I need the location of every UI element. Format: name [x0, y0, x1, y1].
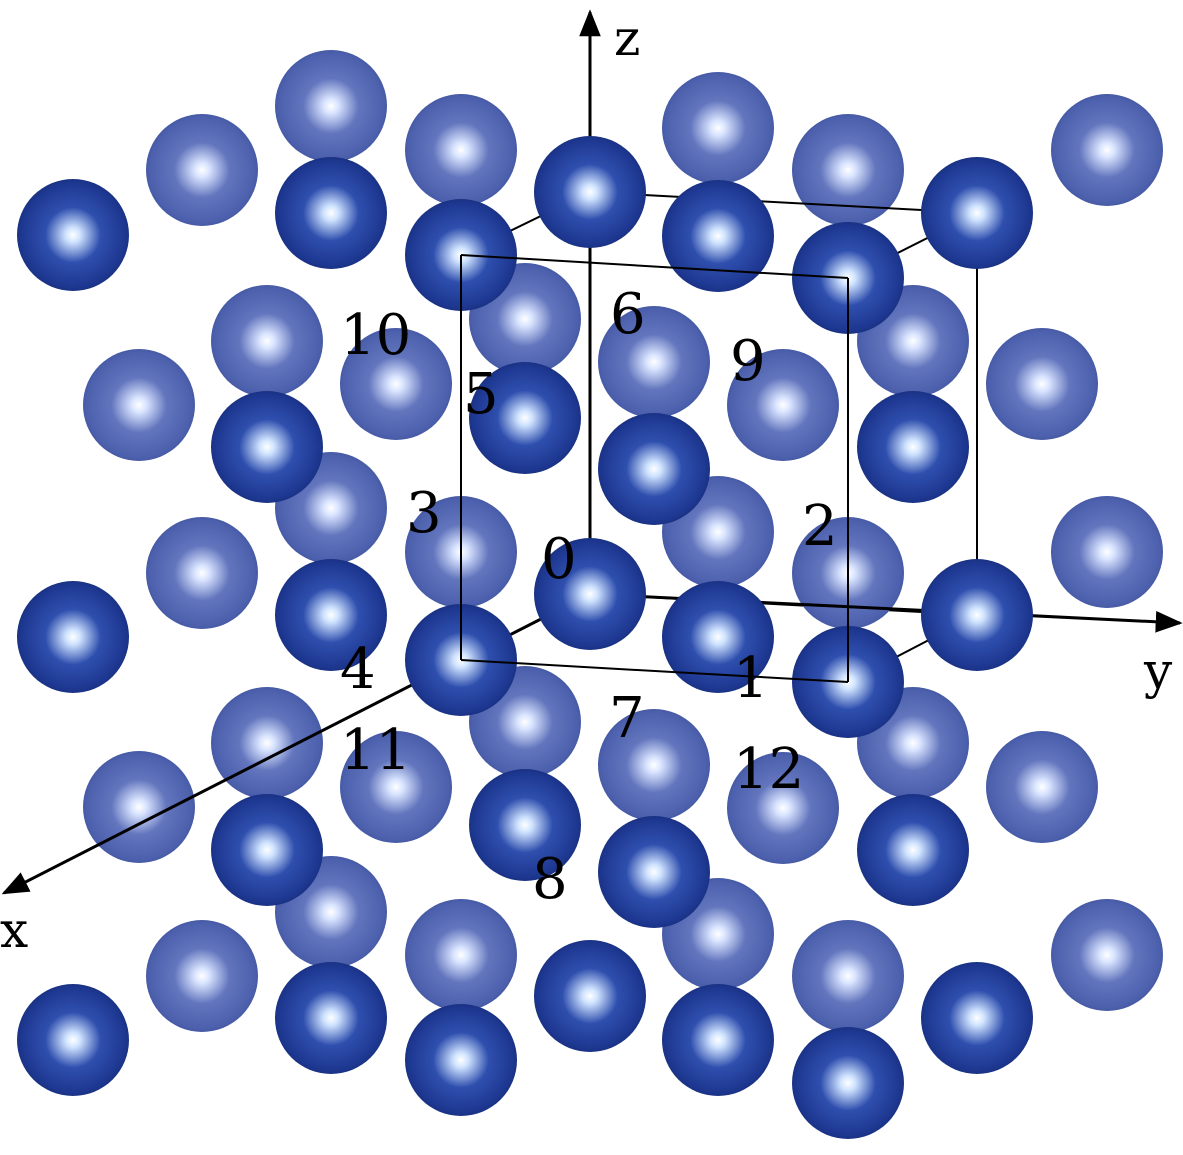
atom-sphere-front — [857, 794, 969, 906]
unit-cell-front-edges — [460, 254, 849, 683]
atom-sphere-front — [275, 157, 387, 269]
atom-sphere-back — [340, 328, 452, 440]
atom-sphere-front — [275, 962, 387, 1074]
atom-sphere-back — [792, 114, 904, 226]
atom-sphere-back — [405, 94, 517, 206]
y-axis-label: y — [1143, 642, 1173, 700]
atom-sphere-back — [1051, 899, 1163, 1011]
atom-sphere-back — [1051, 94, 1163, 206]
atom-sphere-back — [792, 920, 904, 1032]
atom-sphere-front — [17, 984, 129, 1096]
atom-sphere-front — [598, 413, 710, 525]
cell-edge — [460, 659, 849, 683]
mid-atom-layer — [83, 306, 1098, 1032]
atom-sphere-front — [598, 816, 710, 928]
atom-sphere-back — [275, 50, 387, 162]
atom-sphere-front — [405, 1004, 517, 1116]
site-label-6: 6 — [610, 282, 646, 347]
z-axis-label: z — [614, 9, 640, 67]
site-label-7: 7 — [609, 686, 645, 751]
site-label-11: 11 — [340, 718, 411, 783]
atom-sphere-front — [662, 581, 774, 693]
atom-sphere-front — [857, 391, 969, 503]
atom-sphere-back — [405, 899, 517, 1011]
atom-sphere-front — [275, 559, 387, 671]
atom-sphere-back — [340, 731, 452, 843]
site-label-8: 8 — [532, 847, 568, 912]
site-label-1: 1 — [733, 646, 769, 711]
atom-sphere-back — [986, 328, 1098, 440]
site-label-0: 0 — [541, 527, 577, 592]
atom-sphere-back — [146, 920, 258, 1032]
atom-sphere-back — [211, 285, 323, 397]
atom-sphere-front — [792, 1027, 904, 1139]
cell-edge — [460, 254, 849, 279]
atom-sphere-front — [469, 362, 581, 474]
atom-sphere-back — [727, 349, 839, 461]
atom-sphere-front — [534, 136, 646, 248]
atom-sphere-back — [727, 752, 839, 864]
atom-sphere-front — [17, 581, 129, 693]
atom-sphere-back — [83, 349, 195, 461]
atom-sphere-front — [921, 157, 1033, 269]
site-label-4: 4 — [340, 637, 376, 702]
atom-sphere-back — [1051, 496, 1163, 608]
site-label-12: 12 — [733, 737, 804, 802]
site-label-2: 2 — [802, 494, 838, 559]
atom-sphere-back — [598, 709, 710, 821]
atom-sphere-front — [534, 940, 646, 1052]
atom-sphere-back — [146, 517, 258, 629]
atom-sphere-back — [986, 731, 1098, 843]
atom-sphere-front — [921, 559, 1033, 671]
atom-sphere-front — [211, 391, 323, 503]
atom-sphere-back — [146, 114, 258, 226]
atom-sphere-front — [662, 984, 774, 1096]
site-label-5: 5 — [463, 362, 499, 427]
site-label-9: 9 — [730, 329, 766, 394]
atom-sphere-front — [17, 179, 129, 291]
x-axis-label: x — [0, 901, 28, 959]
atom-sphere-front — [921, 962, 1033, 1074]
cell-edge — [589, 191, 978, 214]
atom-sphere-back — [662, 72, 774, 184]
atom-sphere-front — [662, 180, 774, 292]
atom-sphere-front — [211, 794, 323, 906]
atom-sphere-back — [211, 687, 323, 799]
atom-sphere-front — [534, 538, 646, 650]
site-label-3: 3 — [406, 481, 442, 546]
site-label-10: 10 — [340, 303, 411, 368]
atom-sphere-front — [469, 769, 581, 881]
front-atom-layer — [17, 136, 1033, 1139]
atom-sphere-back — [83, 751, 195, 863]
atom-sphere-back — [598, 306, 710, 418]
